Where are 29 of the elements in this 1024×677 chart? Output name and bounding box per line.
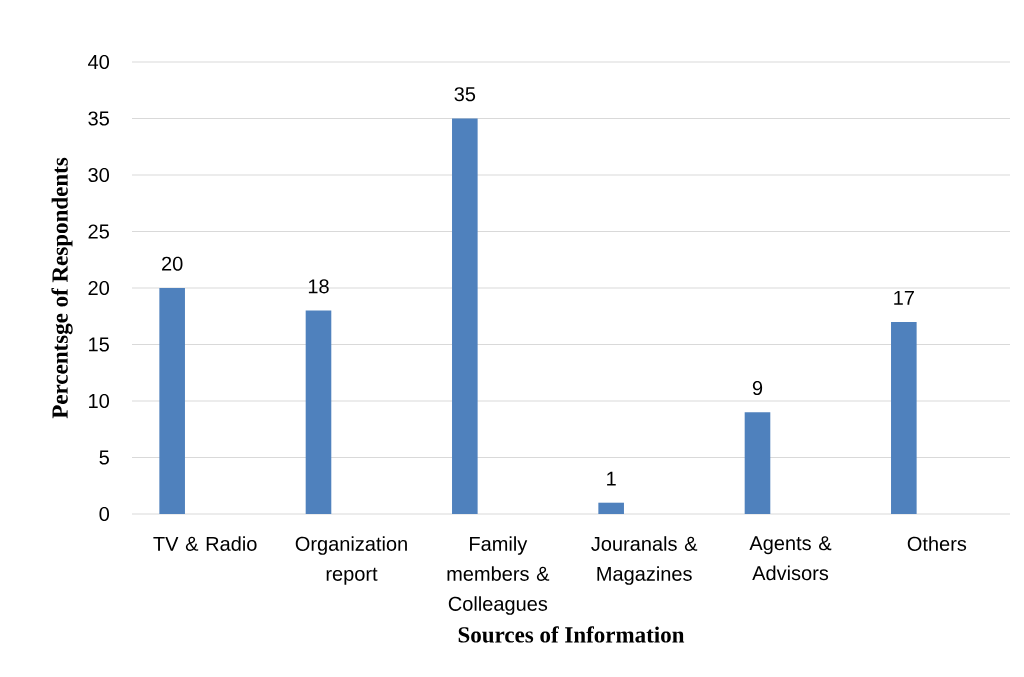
y-tick-label: 5: [99, 450, 109, 465]
y-tick-label: 40: [88, 54, 110, 70]
x-tick-label: Agents & Advisors: [749, 536, 832, 581]
bar: [159, 288, 185, 514]
data-label: 20: [162, 256, 183, 271]
y-tick-label: 20: [88, 280, 110, 296]
bar: [744, 412, 771, 514]
data-label: 1: [607, 471, 616, 486]
y-axis-title: Percentsge of Respondents: [51, 157, 73, 419]
data-label: 17: [894, 290, 914, 305]
x-axis-title: Sources of Information: [458, 626, 685, 643]
y-tick-label: 10: [89, 393, 110, 409]
x-tick-label: Organization report: [295, 536, 407, 585]
data-label: 18: [308, 279, 329, 294]
y-tick-label: 0: [99, 506, 110, 522]
x-tick-label: Others: [907, 536, 967, 551]
bar: [891, 321, 917, 514]
x-tick-label: TV & Radio: [153, 536, 257, 551]
y-tick-label: 30: [88, 167, 110, 183]
bar: [452, 118, 478, 514]
x-tick-label: Jouranals & Magazines: [591, 536, 698, 585]
bar: [598, 502, 624, 514]
bar: [305, 310, 332, 514]
y-tick-label: 35: [88, 111, 109, 126]
y-tick-label: 15: [89, 337, 109, 352]
y-tick-label: 25: [88, 224, 109, 239]
data-label: 9: [752, 380, 763, 396]
data-label: 35: [454, 87, 476, 102]
x-tick-label: Family members & Colleagues: [447, 536, 550, 615]
